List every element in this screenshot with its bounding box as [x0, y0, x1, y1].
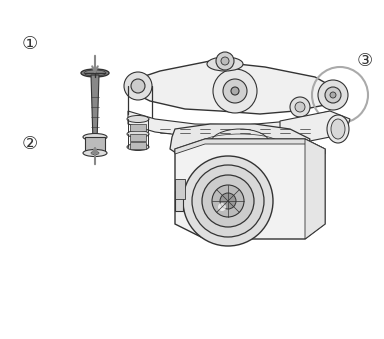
Circle shape: [183, 156, 273, 246]
Ellipse shape: [327, 115, 349, 143]
Circle shape: [221, 57, 229, 65]
Polygon shape: [280, 111, 350, 141]
Circle shape: [295, 102, 305, 112]
Ellipse shape: [91, 152, 99, 155]
Ellipse shape: [83, 134, 107, 140]
Text: ③: ③: [357, 52, 373, 70]
Circle shape: [330, 92, 336, 98]
Circle shape: [131, 79, 145, 93]
Polygon shape: [130, 124, 146, 131]
Circle shape: [218, 203, 226, 211]
Ellipse shape: [331, 119, 345, 139]
Ellipse shape: [81, 69, 109, 77]
Ellipse shape: [127, 143, 149, 151]
Polygon shape: [175, 179, 185, 199]
Ellipse shape: [83, 149, 107, 157]
Polygon shape: [175, 139, 325, 239]
Circle shape: [216, 52, 234, 70]
Polygon shape: [305, 139, 325, 239]
Circle shape: [212, 185, 244, 217]
Circle shape: [290, 97, 310, 117]
Polygon shape: [175, 191, 183, 211]
Ellipse shape: [127, 131, 149, 138]
Circle shape: [325, 87, 341, 103]
Polygon shape: [128, 61, 340, 114]
Circle shape: [202, 175, 254, 227]
Polygon shape: [85, 137, 105, 153]
Polygon shape: [91, 75, 99, 142]
Text: ①: ①: [22, 35, 38, 53]
Circle shape: [192, 165, 264, 237]
Ellipse shape: [207, 57, 243, 71]
Polygon shape: [170, 124, 310, 164]
Ellipse shape: [93, 140, 97, 143]
Ellipse shape: [127, 116, 149, 122]
Polygon shape: [175, 139, 325, 154]
Circle shape: [220, 193, 236, 209]
Circle shape: [213, 69, 257, 113]
Circle shape: [318, 80, 348, 110]
Circle shape: [231, 87, 239, 95]
Polygon shape: [128, 111, 330, 139]
Polygon shape: [130, 142, 146, 149]
Text: ②: ②: [22, 135, 38, 153]
Polygon shape: [130, 134, 146, 141]
Circle shape: [223, 79, 247, 103]
Circle shape: [124, 72, 152, 100]
